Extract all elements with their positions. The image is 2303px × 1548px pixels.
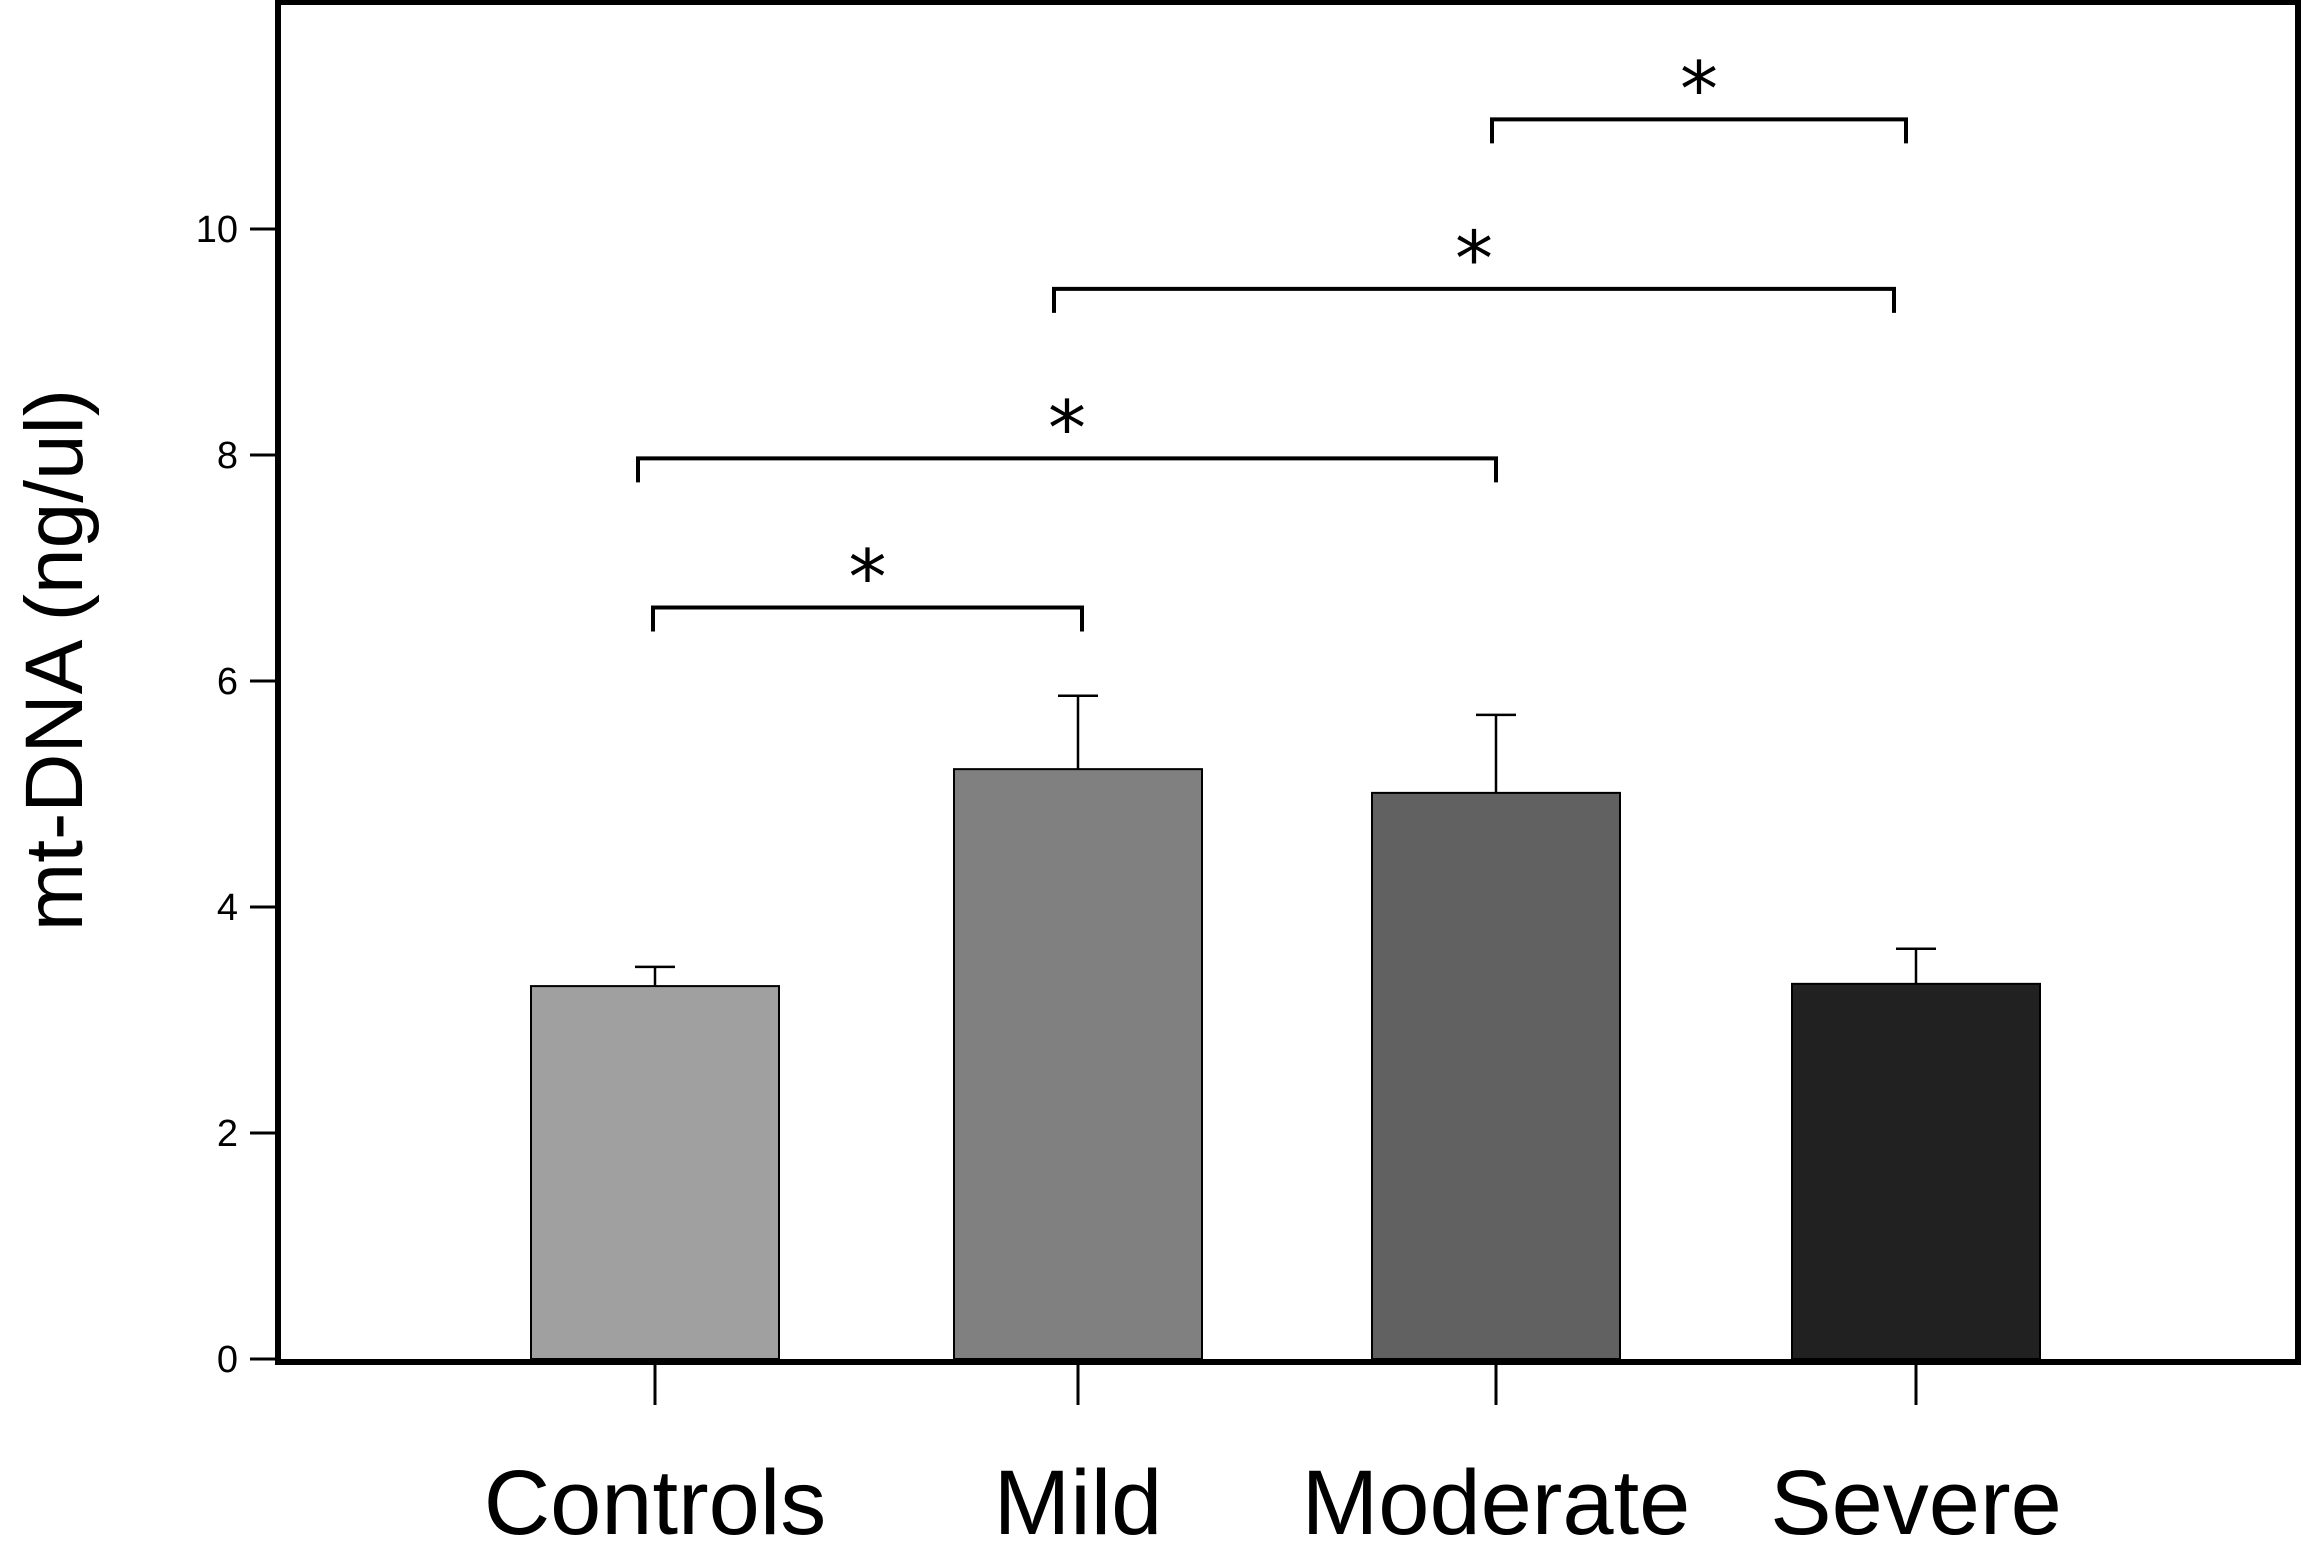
y-tick-label: 0 xyxy=(217,1339,238,1381)
bar-severe xyxy=(1791,982,2041,1361)
x-category-label: Moderate xyxy=(1302,1452,1691,1548)
y-tick-label: 4 xyxy=(217,887,238,929)
bars-group xyxy=(530,694,2041,1361)
significance-star: * xyxy=(1680,44,1718,133)
y-tick-label: 10 xyxy=(196,209,238,251)
significance-bracket xyxy=(636,456,1498,483)
y-axis: 0 2 4 6 8 10 xyxy=(196,209,278,1381)
bar-moderate xyxy=(1371,791,1621,1360)
y-tick-label: 2 xyxy=(217,1113,238,1155)
significance-star: * xyxy=(1455,214,1493,303)
x-axis: Controls Mild Moderate Severe xyxy=(484,1359,2062,1548)
y-tick-label: 6 xyxy=(217,661,238,703)
y-axis-title: mt-DNA (ng/ul) xyxy=(9,389,100,931)
significance-bracket xyxy=(1490,117,1908,144)
x-category-label: Severe xyxy=(1770,1452,2062,1548)
bar-controls xyxy=(530,985,780,1360)
significance-star: * xyxy=(849,533,887,622)
x-category-label: Controls xyxy=(484,1452,827,1548)
significance-star: * xyxy=(1048,383,1086,472)
bar-mild xyxy=(953,768,1203,1360)
y-tick-label: 8 xyxy=(217,435,238,477)
significance-bracket xyxy=(1052,286,1896,313)
significance-bracket xyxy=(651,605,1084,632)
x-category-label: Mild xyxy=(994,1452,1163,1548)
significance-brackets: * * * * xyxy=(636,44,1908,632)
